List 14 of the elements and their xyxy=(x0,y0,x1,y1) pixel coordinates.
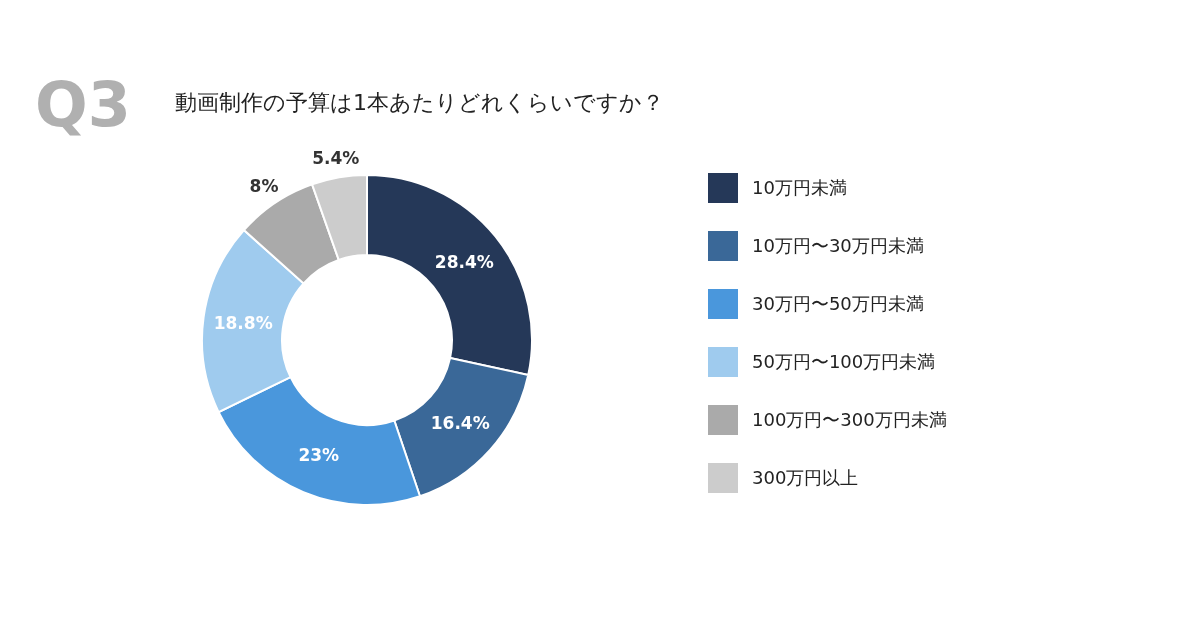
legend-label: 10万円未満 xyxy=(752,177,847,199)
legend-label: 30万円〜50万円未満 xyxy=(752,293,924,315)
data-label: 5.4% xyxy=(312,147,360,168)
data-label: 28.4% xyxy=(434,251,494,272)
legend-label: 300万円以上 xyxy=(752,467,859,489)
data-label: 8% xyxy=(249,176,279,197)
text: Q3 xyxy=(35,68,131,141)
legend-label: 10万円〜30万円未満 xyxy=(752,235,924,257)
legend-label: 50万円〜100万円未満 xyxy=(752,351,936,373)
chart-title: 動画制作の予算は1本あたりどれくらいですか？ xyxy=(175,90,664,115)
data-label: 16.4% xyxy=(430,413,490,434)
legend-label: 100万円〜300万円未満 xyxy=(752,409,947,431)
data-label: 23% xyxy=(298,445,340,466)
data-label: 18.8% xyxy=(213,312,273,333)
